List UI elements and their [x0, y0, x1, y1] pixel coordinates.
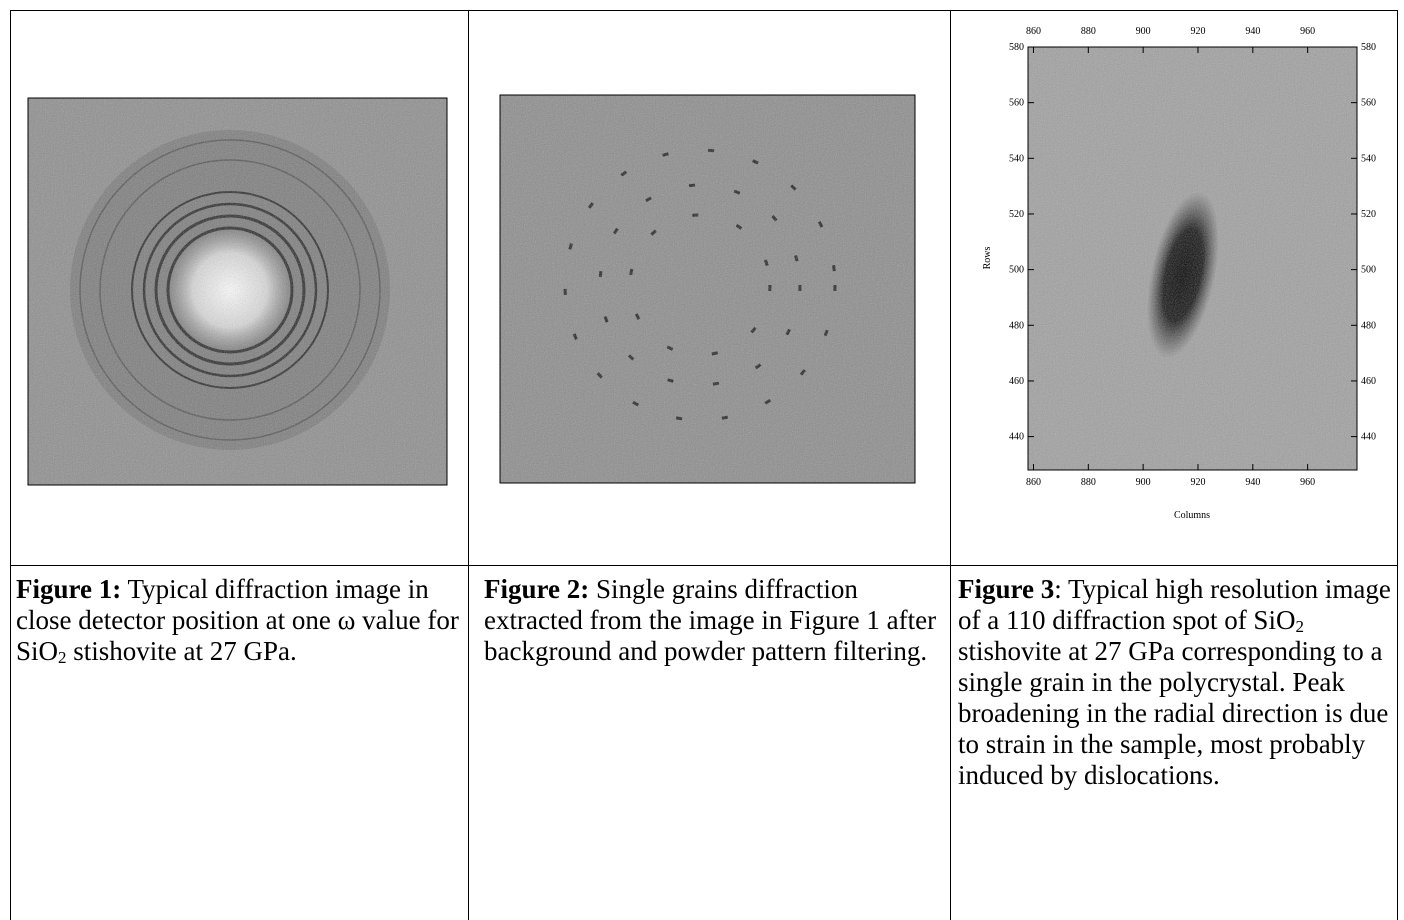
x-tick-label: 960	[1300, 26, 1315, 37]
table-border	[10, 565, 1398, 566]
y-tick-label: 580	[1361, 42, 1376, 53]
figures: Columns Rows 860 860 880 880 900 900 920 920 940…	[0, 0, 1404, 565]
caption-label: Figure 2:	[484, 574, 589, 604]
y-axis-label: Rows	[982, 247, 993, 270]
caption-label: Figure 1:	[16, 574, 121, 604]
x-tick-label: 920	[1190, 26, 1205, 37]
y-tick-label: 560	[1361, 98, 1376, 109]
y-tick-label: 440	[1009, 432, 1024, 443]
x-tick-label: 860	[1026, 26, 1041, 37]
figure-1-image	[28, 98, 447, 485]
caption: Figure 1: Typical diffraction image in c…	[16, 574, 466, 667]
y-tick-label: 480	[1009, 320, 1024, 331]
x-tick-label: 940	[1245, 26, 1260, 37]
y-tick-label: 540	[1361, 153, 1376, 164]
y-tick-label: 580	[1009, 42, 1024, 53]
x-tick-label: 900	[1136, 26, 1151, 37]
subscript: 2	[1295, 617, 1304, 636]
x-tick-label: 860	[1026, 477, 1041, 488]
y-tick-label: 500	[1009, 265, 1024, 276]
y-tick-label: 460	[1361, 376, 1376, 387]
y-tick-label: 480	[1361, 320, 1376, 331]
caption: Figure 2: Single grains diffraction extr…	[484, 574, 939, 667]
x-tick-label: 960	[1300, 477, 1315, 488]
caption-text: stishovite at 27 GPa corresponding to a …	[958, 636, 1388, 790]
figure-3-image	[1028, 47, 1357, 470]
y-tick-label: 460	[1009, 376, 1024, 387]
y-tick-label: 500	[1361, 265, 1376, 276]
x-axis-label: Columns	[1174, 510, 1210, 521]
x-tick-label: 880	[1081, 477, 1096, 488]
subscript: 2	[58, 648, 67, 667]
caption-text: stishovite at 27 GPa.	[67, 636, 297, 666]
caption: Figure 3: Typical high resolution image …	[958, 574, 1398, 791]
x-tick-label: 880	[1081, 26, 1096, 37]
figure-2-image	[500, 95, 915, 483]
y-tick-label: 540	[1009, 153, 1024, 164]
y-tick-label: 440	[1361, 432, 1376, 443]
caption-label: Figure 3	[958, 574, 1054, 604]
x-tick-label: 900	[1136, 477, 1151, 488]
y-tick-label: 520	[1361, 209, 1376, 220]
y-tick-label: 520	[1009, 209, 1024, 220]
x-tick-label: 940	[1245, 477, 1260, 488]
y-tick-label: 560	[1009, 98, 1024, 109]
page: Columns Rows 860 860 880 880 900 900 920 920 940…	[0, 0, 1404, 920]
x-tick-label: 920	[1190, 477, 1205, 488]
